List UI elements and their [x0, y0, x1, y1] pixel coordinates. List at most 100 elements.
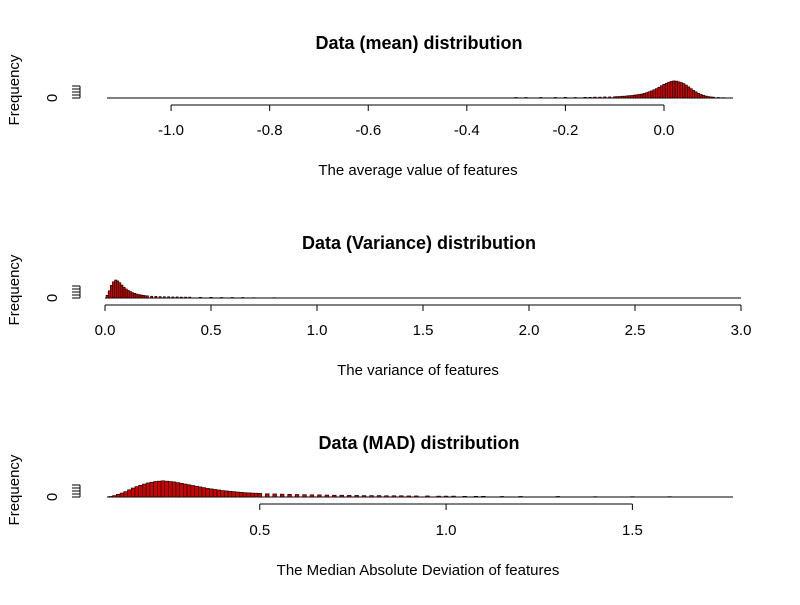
mean-panel-bar [636, 95, 638, 98]
mean-panel-bar [707, 97, 709, 98]
mean-panel-bar [626, 96, 628, 98]
mad-panel-bar [463, 496, 467, 497]
mean-panel-bar [712, 97, 714, 98]
variance-panel-bar [138, 295, 140, 298]
mean-panel-bar [613, 97, 615, 98]
mad-panel-bar [474, 496, 478, 497]
mad-panel-bar [113, 496, 117, 497]
mean-panel-bar [695, 92, 697, 98]
variance-panel-x-tick-label: 1.5 [413, 322, 434, 339]
mad-panel-bar [407, 496, 411, 497]
variance-panel-bar [180, 297, 182, 298]
mean-panel-bar [554, 97, 556, 98]
mad-panel-bar [195, 486, 199, 497]
variance-panel-bar [108, 291, 110, 298]
mad-panel-bar [146, 483, 150, 497]
mad-panel-bar [385, 496, 389, 497]
variance-panel-x-tick-label: 3.0 [731, 322, 752, 339]
variance-panel-bar [142, 295, 144, 298]
mean-panel-bar [646, 93, 648, 98]
variance-panel-bar [242, 297, 244, 298]
mad-panel-bar [310, 495, 314, 497]
mean-panel-bar [540, 97, 542, 98]
mean-panel-bar [584, 97, 586, 98]
mad-panel-bar [127, 490, 131, 497]
mean-panel-bar [643, 93, 645, 98]
variance-panel-bar [199, 297, 201, 298]
variance-panel-bar [136, 294, 138, 298]
mean-panel-bar [641, 94, 643, 98]
variance-panel-bar [231, 297, 233, 298]
mad-panel-bar [392, 496, 396, 497]
variance-panel-bar [176, 297, 178, 298]
mean-panel-bar [675, 81, 677, 98]
variance-panel-bar [132, 293, 134, 298]
mad-panel-bar [224, 491, 228, 497]
mad-panel-bar [109, 496, 113, 497]
mad-panel-bar [191, 485, 195, 497]
mean-panel-bar [678, 82, 680, 98]
mad-panel-bar [332, 495, 336, 497]
mad-panel-bar [221, 491, 225, 497]
variance-panel-bar [163, 297, 165, 298]
mad-panel-bar [355, 495, 359, 497]
mean-panel-bar [673, 81, 675, 98]
mad-panel-bar [273, 494, 277, 497]
mad-panel-bar [481, 496, 485, 497]
mad-panel-bar [180, 483, 184, 497]
mad-panel-y-tick-label: 0 [44, 493, 61, 501]
mean-panel-bar [515, 97, 517, 98]
mad-panel-bar [120, 493, 124, 497]
mean-panel-bar [665, 83, 667, 98]
mean-panel-ylabel: Frequency [6, 54, 23, 125]
mean-panel-bar [670, 81, 672, 98]
mean-panel-bar [618, 97, 620, 98]
mad-panel-bar [228, 491, 232, 497]
variance-panel-bar [221, 297, 223, 298]
mean-panel-bar [663, 84, 665, 98]
variance-panel-bar [155, 296, 157, 298]
mad-panel-bar [500, 496, 504, 497]
mean-panel-bar [638, 94, 640, 98]
mean-panel-bar [697, 93, 699, 98]
mad-panel-bar [247, 493, 251, 497]
mean-panel-bar [623, 96, 625, 98]
mean-panel-bar [690, 89, 692, 98]
mad-panel-bar [232, 492, 236, 497]
mean-panel-bar [682, 84, 684, 98]
variance-panel-bar [172, 297, 174, 298]
mad-panel-bar [400, 496, 404, 497]
mean-panel-title: Data (mean) distribution [315, 33, 522, 53]
variance-panel-bar [189, 297, 191, 298]
mad-panel-bar [161, 481, 165, 497]
mad-panel-bar [377, 496, 381, 497]
mean-panel-bar [700, 94, 702, 98]
mean-panel-bar [633, 95, 635, 98]
variance-panel-bar [129, 292, 131, 298]
mean-panel-bar [655, 89, 657, 98]
variance-panel-x-tick-label: 2.5 [625, 322, 646, 339]
mad-panel-bar [139, 485, 143, 497]
variance-panel-x-tick-label: 1.0 [307, 322, 328, 339]
mad-panel-bar [280, 494, 284, 497]
mad-panel-bar [157, 481, 161, 497]
variance-panel-xlabel: The variance of features [337, 362, 499, 379]
variance-panel-bar [125, 289, 127, 298]
mean-panel-bar [525, 97, 527, 98]
mad-panel-bar [165, 481, 169, 497]
mad-panel-bar [154, 482, 158, 497]
mad-panel-bar [519, 496, 523, 497]
mad-panel-bar [243, 493, 247, 497]
mean-panel-bar [631, 95, 633, 98]
mad-panel-bar [135, 487, 139, 497]
mad-panel-bar [131, 488, 135, 497]
mean-panel-xlabel: The average value of features [318, 162, 517, 179]
mad-panel-bar [150, 482, 154, 497]
mad-panel-bar [198, 487, 202, 497]
variance-panel-y-tick-label: 0 [44, 294, 61, 302]
mad-panel-bar [265, 494, 269, 497]
mean-panel-bar [685, 85, 687, 98]
variance-panel-bar [110, 285, 112, 298]
variance-panel-bar [140, 295, 142, 298]
